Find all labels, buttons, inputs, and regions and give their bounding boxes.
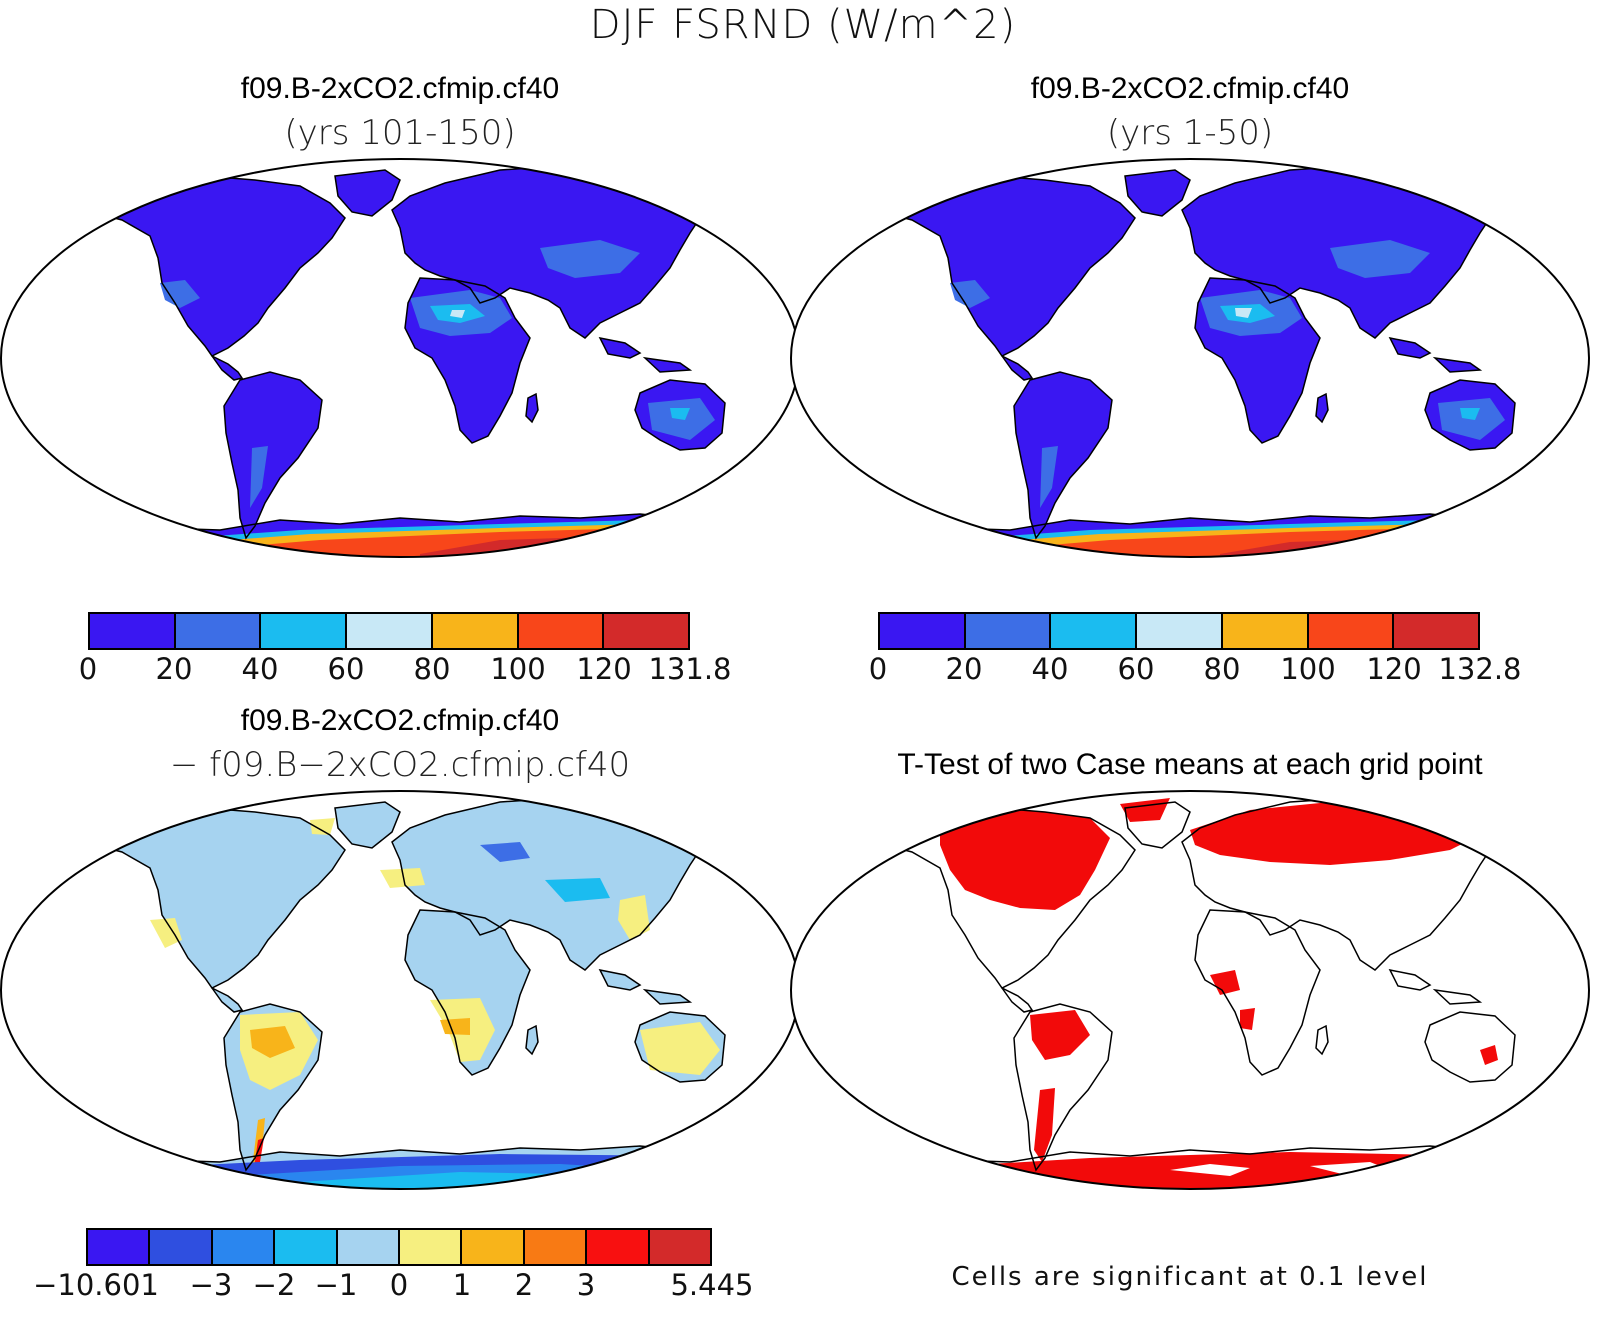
colorbar-tick: 3: [576, 1268, 596, 1302]
panel-bottom-left-subtitle: − f09.B−2xCO2.cfmip.cf40: [169, 745, 631, 785]
colorbar-bottom-left: [86, 1228, 712, 1266]
map-bottom-left: [0, 790, 800, 1190]
colorbar-tick: 40: [241, 652, 279, 686]
colorbar-swatch: [175, 614, 262, 648]
colorbar-tick: 20: [155, 652, 193, 686]
colorbar-top-left: [88, 612, 690, 650]
colorbar-tick: 0: [389, 1268, 409, 1302]
panel-bottom-left-title: f09.B-2xCO2.cfmip.cf40: [240, 704, 560, 737]
colorbar-swatch: [347, 614, 433, 648]
colorbar-tick: −2: [252, 1268, 296, 1302]
panel-top-right-title: f09.B-2xCO2.cfmip.cf40: [1030, 72, 1350, 105]
colorbar-tick: −1: [314, 1268, 358, 1302]
panel-top-right-subtitle: (yrs 1-50): [1106, 113, 1274, 153]
colorbar-swatch: [90, 614, 176, 648]
significance-note: Cells are significant at 0.1 level: [951, 1262, 1429, 1292]
colorbar-swatch: [524, 1230, 588, 1264]
colorbar-top-right: [878, 612, 1480, 650]
colorbar-tick: 2: [514, 1268, 534, 1302]
colorbar-tick: 40: [1031, 652, 1069, 686]
colorbar-swatch: [337, 1230, 401, 1264]
colorbar-swatch: [88, 1230, 151, 1264]
colorbar-swatch: [400, 1230, 463, 1264]
colorbar-swatch: [1394, 614, 1479, 648]
colorbar-tick: 131.8: [648, 652, 732, 686]
colorbar-tick: 120: [576, 652, 632, 686]
colorbar-tick: 5.445: [670, 1268, 754, 1302]
map-top-right: [790, 158, 1590, 558]
colorbar-tick: 20: [945, 652, 983, 686]
colorbar-tick: 0: [78, 652, 98, 686]
colorbar-tick: 1: [452, 1268, 472, 1302]
colorbar-swatch: [649, 1230, 711, 1264]
colorbar-swatch: [462, 1230, 525, 1264]
colorbar-tick: −3: [189, 1268, 233, 1302]
colorbar-tick: 120: [1366, 652, 1422, 686]
colorbar-tick: −10.601: [33, 1268, 159, 1302]
colorbar-swatch: [1137, 614, 1223, 648]
colorbar-tick: 80: [413, 652, 451, 686]
colorbar-tick: 60: [327, 652, 365, 686]
colorbar-swatch: [212, 1230, 276, 1264]
colorbar-bottom-left-ticks: −10.601 −3 −2 −1 0 1 2 3 5.445: [33, 1268, 753, 1304]
colorbar-tick: 0: [868, 652, 888, 686]
colorbar-tick: 100: [1280, 652, 1336, 686]
map-top-left: [0, 158, 800, 558]
colorbar-swatch: [518, 614, 605, 648]
panel-top-left-title: f09.B-2xCO2.cfmip.cf40: [240, 72, 560, 105]
colorbar-swatch: [587, 1230, 650, 1264]
colorbar-top-left-ticks: 0 20 40 60 80 100 120 131.8: [79, 652, 732, 688]
colorbar-swatch: [1051, 614, 1138, 648]
colorbar-tick: 132.8: [1438, 652, 1522, 686]
colorbar-tick: 60: [1117, 652, 1155, 686]
colorbar-top-right-ticks: 0 20 40 60 80 100 120 132.8: [869, 652, 1522, 688]
colorbar-swatch: [965, 614, 1052, 648]
colorbar-swatch: [261, 614, 348, 648]
colorbar-swatch: [150, 1230, 213, 1264]
colorbar-tick: 80: [1203, 652, 1241, 686]
colorbar-swatch: [1308, 614, 1395, 648]
panel-bottom-right-title: T-Test of two Case means at each grid po…: [897, 748, 1483, 781]
colorbar-swatch: [275, 1230, 338, 1264]
figure-title: DJF FSRND (W/m^2): [589, 2, 1017, 48]
panel-top-left-subtitle: (yrs 101-150): [284, 113, 516, 153]
colorbar-swatch: [604, 614, 689, 648]
map-bottom-right: [790, 790, 1590, 1190]
colorbar-swatch: [432, 614, 519, 648]
colorbar-tick: 100: [490, 652, 546, 686]
colorbar-swatch: [880, 614, 966, 648]
colorbar-swatch: [1222, 614, 1309, 648]
